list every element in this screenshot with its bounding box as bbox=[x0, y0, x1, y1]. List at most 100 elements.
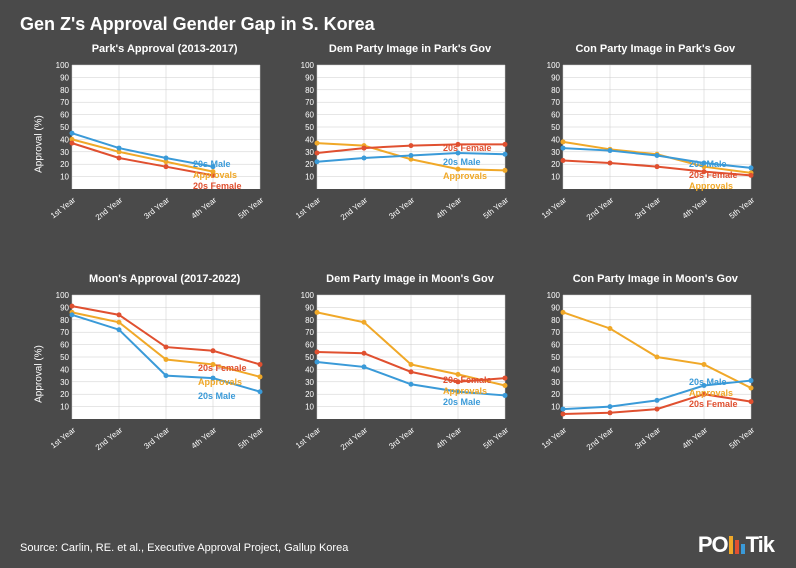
svg-text:100: 100 bbox=[56, 61, 70, 70]
svg-text:3rd Year: 3rd Year bbox=[633, 195, 662, 221]
svg-text:5th Year: 5th Year bbox=[727, 195, 756, 220]
svg-text:20: 20 bbox=[305, 160, 314, 169]
svg-text:4th Year: 4th Year bbox=[190, 425, 219, 450]
svg-text:70: 70 bbox=[60, 98, 69, 107]
main-title: Gen Z's Approval Gender Gap in S. Korea bbox=[0, 0, 796, 35]
svg-text:80: 80 bbox=[305, 86, 314, 95]
svg-text:20s Male: 20s Male bbox=[443, 397, 481, 407]
svg-text:1st Year: 1st Year bbox=[294, 425, 323, 450]
svg-text:20: 20 bbox=[551, 160, 560, 169]
line-chart: 1020304050607080901001st Year2nd Year3rd… bbox=[293, 289, 513, 459]
chart-panel: Con Party Image in Park's Gov 10 20 30 40 50 6… bbox=[539, 43, 772, 265]
panel-title: Dem Party Image in Moon's Gov bbox=[293, 273, 526, 285]
svg-text:70: 70 bbox=[305, 328, 314, 337]
svg-text:Approvals: Approvals bbox=[443, 171, 487, 181]
svg-text:60: 60 bbox=[305, 341, 314, 350]
source-text: Source: Carlin, RE. et al., Executive Ap… bbox=[20, 542, 348, 554]
svg-text:1st Year: 1st Year bbox=[49, 195, 78, 220]
svg-text:2nd Year: 2nd Year bbox=[94, 425, 125, 452]
line-chart: 1020304050607080901001st Year2nd Year3rd… bbox=[539, 289, 759, 459]
svg-text:50: 50 bbox=[60, 123, 69, 132]
svg-text:20: 20 bbox=[551, 390, 560, 399]
svg-text:1st Year: 1st Year bbox=[294, 195, 323, 220]
svg-text:90: 90 bbox=[551, 73, 560, 82]
svg-text:20s Male: 20s Male bbox=[193, 159, 231, 169]
svg-text:Approvals: Approvals bbox=[689, 388, 733, 398]
svg-text:10: 10 bbox=[551, 173, 560, 182]
svg-text:90: 90 bbox=[305, 73, 314, 82]
svg-text:20s Male: 20s Male bbox=[689, 377, 727, 387]
svg-text:20s Female: 20s Female bbox=[198, 363, 247, 373]
line-chart: 1020304050607080901001st Year2nd Year3rd… bbox=[48, 59, 268, 229]
svg-text:2nd Year: 2nd Year bbox=[339, 425, 370, 452]
svg-text:40: 40 bbox=[551, 135, 560, 144]
y-axis-label: Approval (%) bbox=[33, 115, 44, 173]
svg-text:80: 80 bbox=[305, 316, 314, 325]
svg-text:20: 20 bbox=[60, 390, 69, 399]
svg-text:5th Year: 5th Year bbox=[237, 425, 266, 450]
panel-title: Park's Approval (2013-2017) bbox=[48, 43, 281, 55]
svg-text:50: 50 bbox=[305, 353, 314, 362]
svg-text:10: 10 bbox=[551, 403, 560, 412]
svg-text:20s Female: 20s Female bbox=[443, 143, 492, 153]
svg-text:2nd Year: 2nd Year bbox=[584, 195, 615, 222]
svg-text:100: 100 bbox=[546, 61, 560, 70]
svg-text:70: 70 bbox=[60, 328, 69, 337]
svg-text:90: 90 bbox=[60, 73, 69, 82]
svg-text:90: 90 bbox=[551, 303, 560, 312]
svg-text:4th Year: 4th Year bbox=[435, 425, 464, 450]
svg-text:50: 50 bbox=[551, 353, 560, 362]
svg-text:10: 10 bbox=[305, 403, 314, 412]
svg-text:4th Year: 4th Year bbox=[190, 195, 219, 220]
svg-text:100: 100 bbox=[56, 291, 70, 300]
svg-text:80: 80 bbox=[60, 316, 69, 325]
svg-text:40: 40 bbox=[60, 135, 69, 144]
chart-panel: Dem Party Image in Moon's Gov10203040506… bbox=[293, 273, 526, 495]
svg-text:Approvals: Approvals bbox=[198, 377, 242, 387]
svg-text:10: 10 bbox=[60, 173, 69, 182]
svg-text:2nd Year: 2nd Year bbox=[94, 195, 125, 222]
svg-text:20s Female: 20s Female bbox=[689, 399, 738, 409]
svg-text:60: 60 bbox=[305, 111, 314, 120]
svg-text:30: 30 bbox=[551, 148, 560, 157]
svg-text:80: 80 bbox=[551, 316, 560, 325]
svg-text:80: 80 bbox=[60, 86, 69, 95]
svg-text:5th Year: 5th Year bbox=[482, 195, 511, 220]
svg-text:10: 10 bbox=[305, 173, 314, 182]
svg-text:20s Male: 20s Male bbox=[443, 157, 481, 167]
svg-text:5th Year: 5th Year bbox=[237, 195, 266, 220]
svg-text:20s Male: 20s Male bbox=[689, 159, 727, 169]
svg-text:30: 30 bbox=[305, 378, 314, 387]
panel-title: Con Party Image in Park's Gov bbox=[539, 43, 772, 55]
logo: POTik bbox=[698, 532, 774, 558]
svg-text:70: 70 bbox=[551, 98, 560, 107]
svg-text:60: 60 bbox=[551, 341, 560, 350]
svg-text:90: 90 bbox=[60, 303, 69, 312]
chart-panel: Park's Approval (2013-2017)Approval (%)1… bbox=[48, 43, 281, 265]
y-axis-label: Approval (%) bbox=[33, 345, 44, 403]
svg-text:40: 40 bbox=[60, 365, 69, 374]
svg-text:60: 60 bbox=[60, 111, 69, 120]
svg-text:4th Year: 4th Year bbox=[680, 425, 709, 450]
svg-text:40: 40 bbox=[305, 365, 314, 374]
svg-text:60: 60 bbox=[551, 111, 560, 120]
svg-text:3rd Year: 3rd Year bbox=[388, 425, 417, 451]
svg-text:100: 100 bbox=[301, 291, 315, 300]
svg-text:100: 100 bbox=[301, 61, 315, 70]
panel-title: Con Party Image in Moon's Gov bbox=[539, 273, 772, 285]
svg-text:50: 50 bbox=[60, 353, 69, 362]
svg-text:50: 50 bbox=[551, 123, 560, 132]
line-chart: 1020304050607080901001st Year2nd Year3rd… bbox=[293, 59, 513, 229]
svg-text:Approvals: Approvals bbox=[193, 170, 237, 180]
svg-text:Approvals: Approvals bbox=[443, 386, 487, 396]
svg-text:1st Year: 1st Year bbox=[540, 425, 569, 450]
svg-text:40: 40 bbox=[551, 365, 560, 374]
svg-text:40: 40 bbox=[305, 135, 314, 144]
svg-text:30: 30 bbox=[60, 378, 69, 387]
chart-panel: Con Party Image in Moon's Gov10203040506… bbox=[539, 273, 772, 495]
svg-text:30: 30 bbox=[60, 148, 69, 157]
svg-text:4th Year: 4th Year bbox=[435, 195, 464, 220]
svg-text:2nd Year: 2nd Year bbox=[339, 195, 370, 222]
svg-text:50: 50 bbox=[305, 123, 314, 132]
svg-text:90: 90 bbox=[305, 303, 314, 312]
